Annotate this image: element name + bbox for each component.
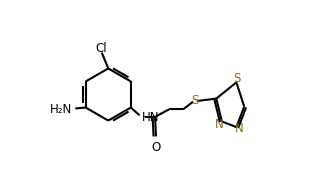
Text: H₂N: H₂N bbox=[50, 103, 72, 116]
Text: HN: HN bbox=[142, 111, 159, 124]
Text: S: S bbox=[234, 72, 241, 85]
Text: O: O bbox=[151, 141, 161, 154]
Text: N: N bbox=[235, 122, 244, 136]
Text: S: S bbox=[191, 94, 199, 107]
Text: N: N bbox=[215, 118, 224, 131]
Text: Cl: Cl bbox=[95, 42, 107, 55]
